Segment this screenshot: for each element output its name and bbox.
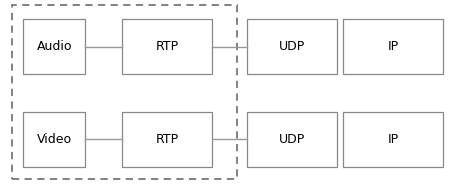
Text: RTP: RTP xyxy=(155,40,179,53)
Text: RTP: RTP xyxy=(155,133,179,146)
Bar xyxy=(23,19,85,74)
Text: UDP: UDP xyxy=(278,133,305,146)
Bar xyxy=(343,19,443,74)
Text: IP: IP xyxy=(387,133,399,146)
Text: UDP: UDP xyxy=(278,40,305,53)
Bar xyxy=(12,5,237,179)
Text: Audio: Audio xyxy=(36,40,72,53)
Bar xyxy=(343,112,443,166)
Text: IP: IP xyxy=(387,40,399,53)
Bar xyxy=(122,19,212,74)
Bar xyxy=(247,112,337,166)
Bar xyxy=(122,112,212,166)
Bar xyxy=(23,112,85,166)
Text: Video: Video xyxy=(36,133,72,146)
Bar xyxy=(247,19,337,74)
